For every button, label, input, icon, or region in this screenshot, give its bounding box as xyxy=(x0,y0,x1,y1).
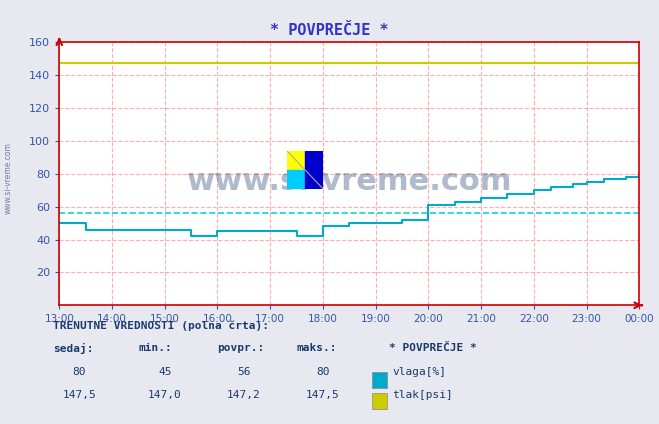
Text: povpr.:: povpr.: xyxy=(217,343,265,354)
Bar xyxy=(372,393,387,409)
Text: min.:: min.: xyxy=(138,343,172,354)
Text: 147,5: 147,5 xyxy=(306,390,340,400)
Text: 80: 80 xyxy=(316,367,330,377)
Text: 45: 45 xyxy=(158,367,171,377)
Text: www.si-vreme.com: www.si-vreme.com xyxy=(3,142,13,214)
Text: * POVPREČJE *: * POVPREČJE * xyxy=(389,343,476,354)
Text: www.si-vreme.com: www.si-vreme.com xyxy=(186,167,512,196)
Text: TRENUTNE VREDNOSTI (polna črta):: TRENUTNE VREDNOSTI (polna črta): xyxy=(53,320,269,331)
Text: sedaj:: sedaj: xyxy=(53,343,93,354)
Text: 80: 80 xyxy=(72,367,86,377)
Text: 147,2: 147,2 xyxy=(227,390,261,400)
Text: maks.:: maks.: xyxy=(297,343,337,354)
Text: 56: 56 xyxy=(237,367,250,377)
Text: * POVPREČJE *: * POVPREČJE * xyxy=(270,23,389,38)
Text: 147,0: 147,0 xyxy=(148,390,182,400)
Bar xyxy=(287,170,304,189)
Bar xyxy=(372,372,387,388)
Text: 147,5: 147,5 xyxy=(62,390,96,400)
Bar xyxy=(287,151,304,170)
Text: vlaga[%]: vlaga[%] xyxy=(392,367,446,377)
Text: tlak[psi]: tlak[psi] xyxy=(392,390,453,400)
Bar xyxy=(304,151,323,189)
